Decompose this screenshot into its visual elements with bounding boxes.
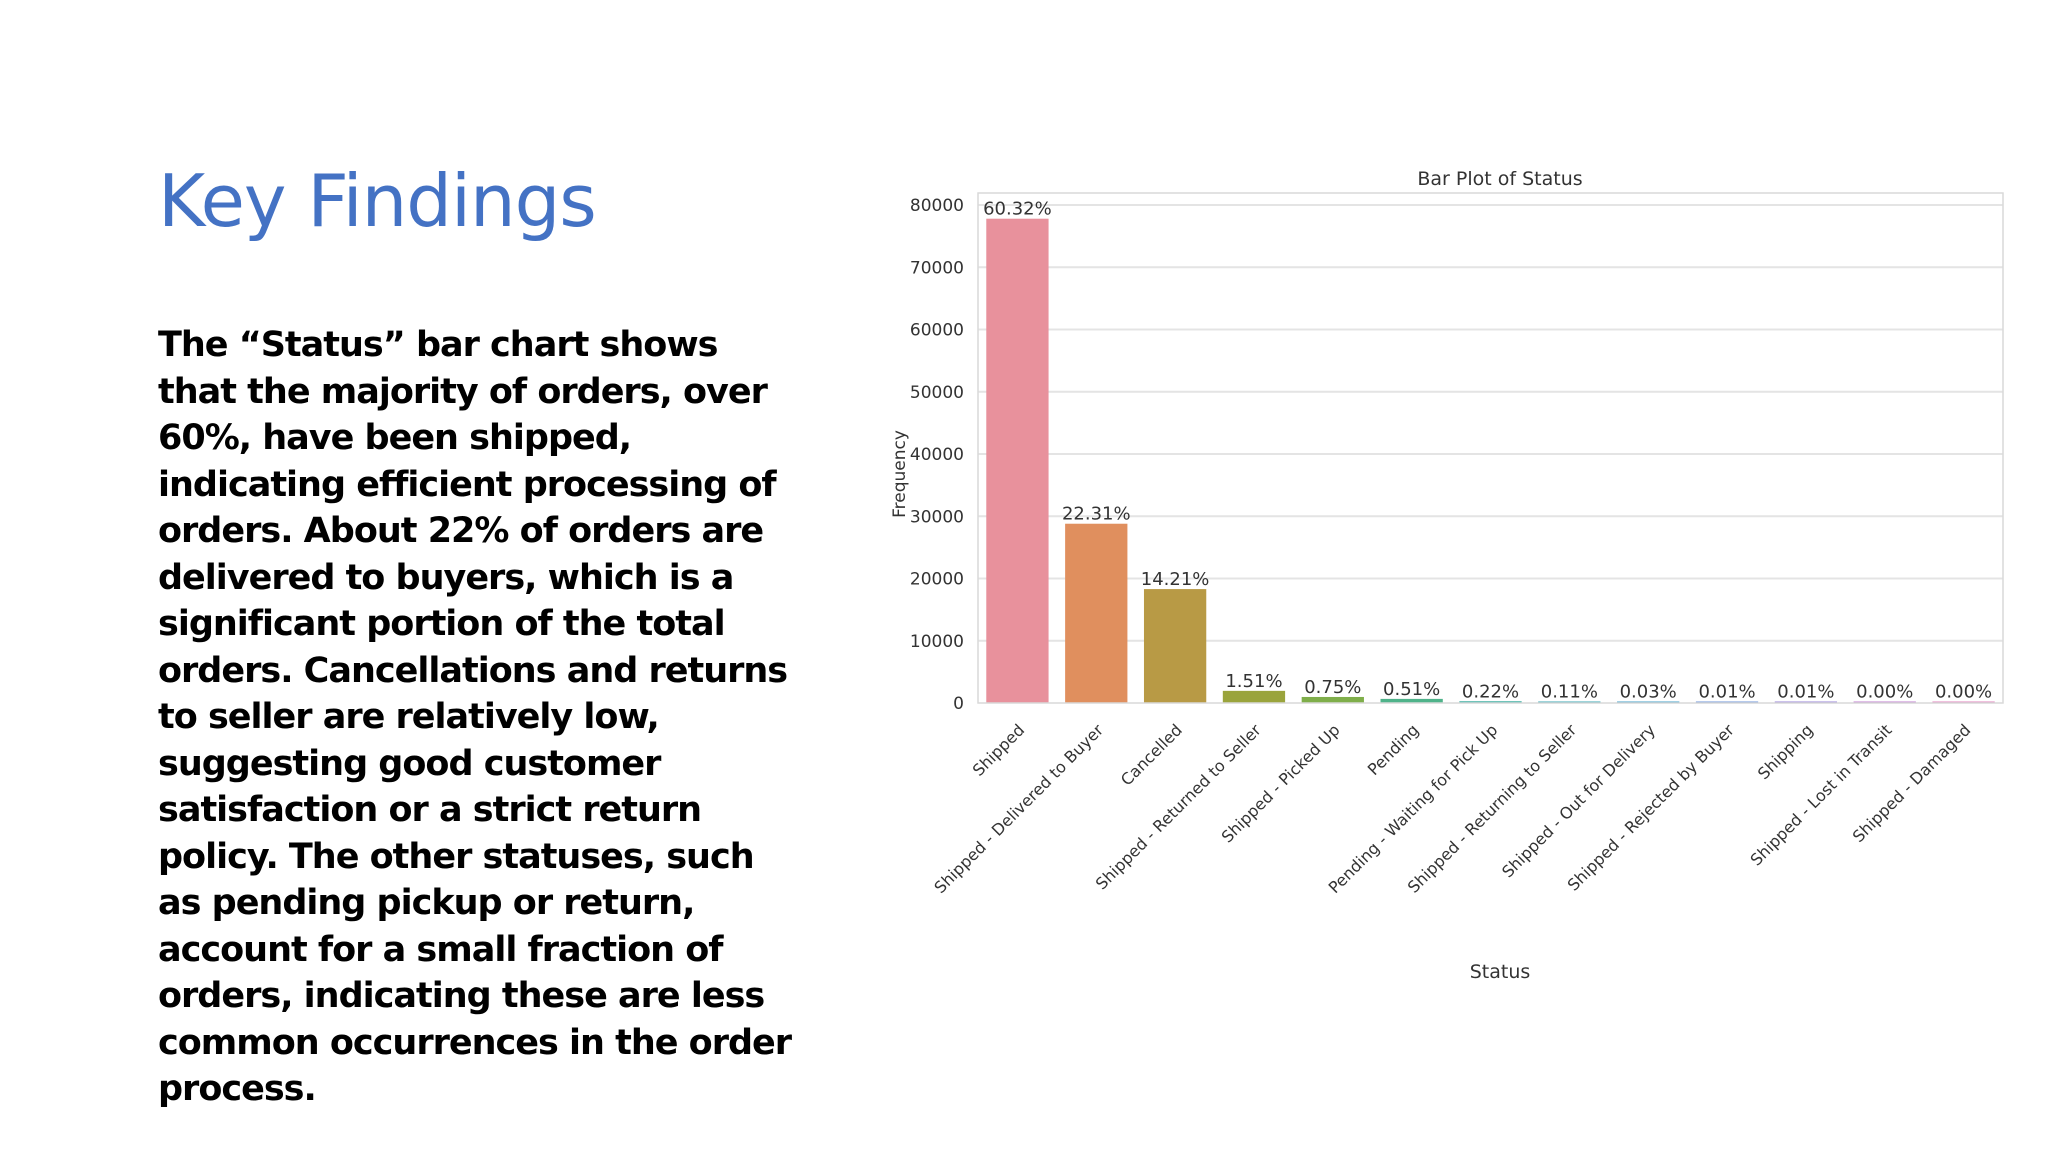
bar <box>1380 698 1443 703</box>
bar-value-label: 0.01% <box>1698 682 1755 703</box>
chart-title: Bar Plot of Status <box>1417 168 1582 190</box>
bar-value-label: 0.00% <box>1935 682 1992 703</box>
chart-y-ticks: 0 10000 20000 30000 40000 50000 60000 70000 8000… <box>910 196 964 714</box>
y-tick-label: 70000 <box>910 258 964 278</box>
bar-value-label: 0.22% <box>1462 681 1519 702</box>
x-tick-label: Shipped - Returning to Seller <box>1404 720 1581 897</box>
bar <box>1459 701 1522 703</box>
y-tick-label: 0 <box>953 694 964 714</box>
bar-value-label: 0.11% <box>1541 682 1598 703</box>
bar-value-label: 14.21% <box>1141 569 1210 590</box>
bar-value-label: 1.51% <box>1225 671 1282 692</box>
bar <box>1301 696 1364 703</box>
chart-bars <box>986 218 1995 703</box>
y-tick-label: 10000 <box>910 632 964 652</box>
bar-value-label: 22.31% <box>1062 504 1131 525</box>
x-tick-label: Shipped - Rejected by Buyer <box>1564 720 1739 895</box>
x-tick-label: Shipped - Lost in Transit <box>1747 720 1896 869</box>
x-tick-label: Shipping <box>1754 720 1817 783</box>
findings-paragraph: The “Status” bar chart shows that the ma… <box>158 325 792 1109</box>
x-tick-label: Pending <box>1364 720 1423 779</box>
x-tick-label: Shipped - Delivered to Buyer <box>930 720 1107 897</box>
y-tick-label: 80000 <box>910 196 964 216</box>
bar-value-label: 0.51% <box>1383 679 1440 700</box>
slide-title: Key Findings <box>158 159 597 243</box>
x-tick-label: Shipped - Returned to Seller <box>1092 720 1265 893</box>
y-tick-label: 50000 <box>910 383 964 403</box>
chart-canvas: Bar Plot of Status Status Frequency 0 100… <box>890 168 2004 983</box>
chart-y-axis-label: Frequency <box>890 430 910 518</box>
bar <box>1065 523 1128 703</box>
x-tick-label: Cancelled <box>1117 720 1186 789</box>
y-tick-label: 60000 <box>910 321 964 341</box>
bar-value-label: 60.32% <box>983 199 1052 220</box>
x-tick-label: Shipped <box>969 720 1028 779</box>
bar-value-label: 0.00% <box>1856 682 1913 703</box>
plot-frame <box>977 192 2004 704</box>
y-tick-label: 40000 <box>910 445 964 465</box>
status-bar-chart: Bar Plot of Status Status Frequency 0 100… <box>860 160 2010 1000</box>
y-tick-label: 30000 <box>910 507 964 527</box>
bar <box>1143 589 1207 703</box>
bar-value-label: 0.01% <box>1777 682 1834 703</box>
bar-value-label: 0.03% <box>1620 682 1677 703</box>
bar-value-label: 0.75% <box>1304 677 1361 698</box>
y-tick-label: 20000 <box>910 570 964 590</box>
chart-x-axis-label: Status <box>1470 961 1531 983</box>
bar <box>986 218 1049 703</box>
bar <box>1222 690 1286 703</box>
x-tick-label: Shipped - Out for Delivery <box>1498 720 1659 881</box>
chart-gridlines <box>978 204 2003 642</box>
chart-data-labels: 60.32% 22.31% 14.21% 1.51% 0.75% 0.51% 0.22% 0.… <box>983 199 1992 703</box>
x-tick-label: Pending - Waiting for Pick Up <box>1325 720 1502 897</box>
